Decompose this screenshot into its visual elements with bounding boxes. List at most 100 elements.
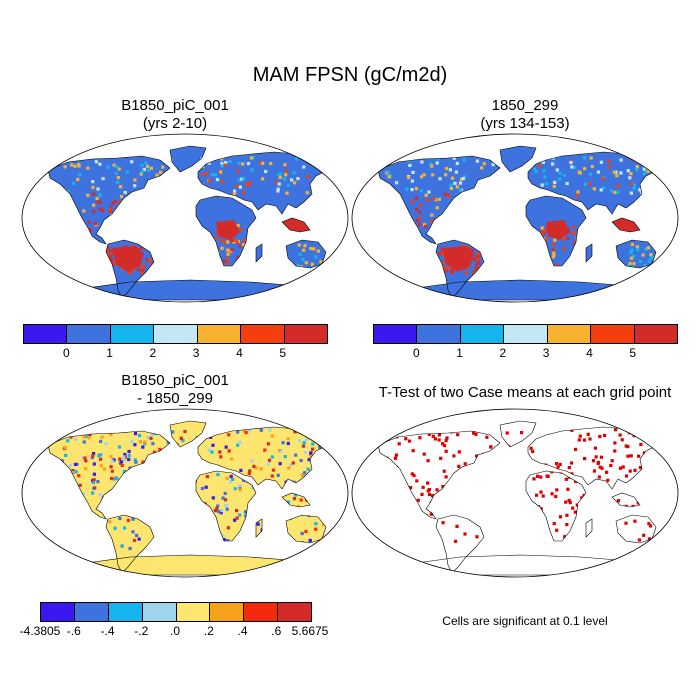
grid-cell (305, 191, 309, 195)
grid-cell (96, 480, 100, 484)
grid-cell (259, 428, 263, 432)
grid-cell (158, 447, 162, 451)
grid-cell (408, 163, 412, 167)
map-border (351, 133, 679, 303)
grid-cell (181, 438, 185, 443)
coastline-southeast-asia (281, 492, 311, 508)
grid-cell (421, 485, 425, 489)
grid-cell (270, 434, 274, 438)
grid-cell (98, 193, 102, 197)
grid-cell (435, 161, 439, 165)
grid-cell (50, 428, 54, 433)
grid-cell (371, 447, 374, 450)
grid-cell (227, 449, 231, 453)
grid-cell (632, 254, 636, 258)
colorbar-swatch (108, 603, 143, 621)
grid-cell (317, 160, 322, 164)
grid-cell (127, 449, 131, 454)
grid-cell (583, 457, 587, 461)
colorbar-swatch (210, 603, 245, 621)
grid-cell (237, 161, 241, 165)
grid-cell (592, 187, 596, 191)
grid-cell (591, 459, 596, 463)
continent-africa (526, 471, 586, 541)
grid-cell (475, 535, 479, 539)
grid-cell (418, 210, 422, 214)
grid-cell (141, 268, 145, 272)
continent-southeast-asia (612, 493, 640, 507)
grid-cell (626, 445, 630, 449)
grid-cell (441, 252, 445, 256)
grid-cell (416, 498, 420, 502)
grid-cell (231, 477, 235, 481)
grid-cell (437, 438, 441, 442)
colorbar-swatch (110, 325, 155, 343)
grid-cell (286, 437, 290, 441)
grid-cell (443, 192, 447, 196)
grid-cell (606, 478, 610, 482)
grid-cell (431, 173, 435, 177)
grid-cell (88, 433, 92, 437)
grid-cell (437, 197, 441, 201)
grid-cell (472, 431, 476, 435)
grid-cell (66, 439, 70, 443)
grid-cell (210, 450, 214, 454)
grid-cell (207, 448, 211, 452)
grid-cell (387, 175, 391, 179)
grid-cell (314, 255, 318, 259)
grid-cell (649, 253, 653, 257)
grid-cell (93, 486, 97, 490)
grid-cell (220, 157, 224, 161)
grid-cell (48, 161, 50, 165)
colorbar-label: 0 (412, 346, 420, 360)
grid-cell (442, 444, 447, 448)
colorbar-swatch (278, 603, 311, 621)
grid-cell (323, 541, 326, 545)
grid-cell (293, 493, 298, 497)
grid-cell (122, 469, 126, 473)
grid-cell (540, 226, 544, 230)
continent-australia (286, 240, 326, 268)
grid-cell (241, 162, 245, 166)
grid-cell (109, 251, 113, 256)
grid-cell (299, 458, 303, 463)
grid-cell (44, 159, 47, 162)
grid-cell (415, 207, 419, 211)
colorbar-label: 3 (192, 346, 200, 360)
grid-cell (278, 175, 282, 179)
grid-cell (116, 176, 121, 180)
colorbar-swatch (374, 325, 418, 343)
grid-cell (616, 184, 620, 188)
grid-cell (378, 545, 380, 549)
grid-cell (323, 429, 326, 433)
grid-cell (274, 180, 278, 184)
grid-cell (598, 465, 602, 469)
grid-cell (226, 250, 230, 254)
grid-cell (480, 166, 484, 170)
grid-cell (639, 442, 643, 447)
grid-cell (535, 493, 539, 497)
grid-cell (638, 466, 643, 470)
grid-cell (213, 173, 218, 177)
grid-cell (111, 262, 115, 266)
grid-cell (100, 435, 104, 439)
grid-cell (252, 464, 256, 468)
grid-cell (540, 183, 544, 187)
grid-cell (145, 258, 149, 262)
grid-cell (601, 176, 605, 181)
grid-cell (232, 192, 236, 196)
grid-cell (63, 165, 67, 169)
grid-cell (247, 428, 251, 432)
grid-cell (42, 538, 45, 541)
grid-cell (111, 260, 115, 264)
grid-cell (633, 519, 637, 523)
grid-cell (410, 472, 414, 476)
grid-cell (216, 504, 220, 508)
page-title: MAM FPSN (gC/m2d) (252, 64, 448, 86)
grid-cell (123, 455, 127, 459)
grid-cell (465, 266, 469, 270)
colorbar-swatch (176, 603, 211, 621)
grid-cell (220, 179, 224, 184)
grid-cell (127, 454, 131, 458)
grid-cell (242, 191, 246, 195)
